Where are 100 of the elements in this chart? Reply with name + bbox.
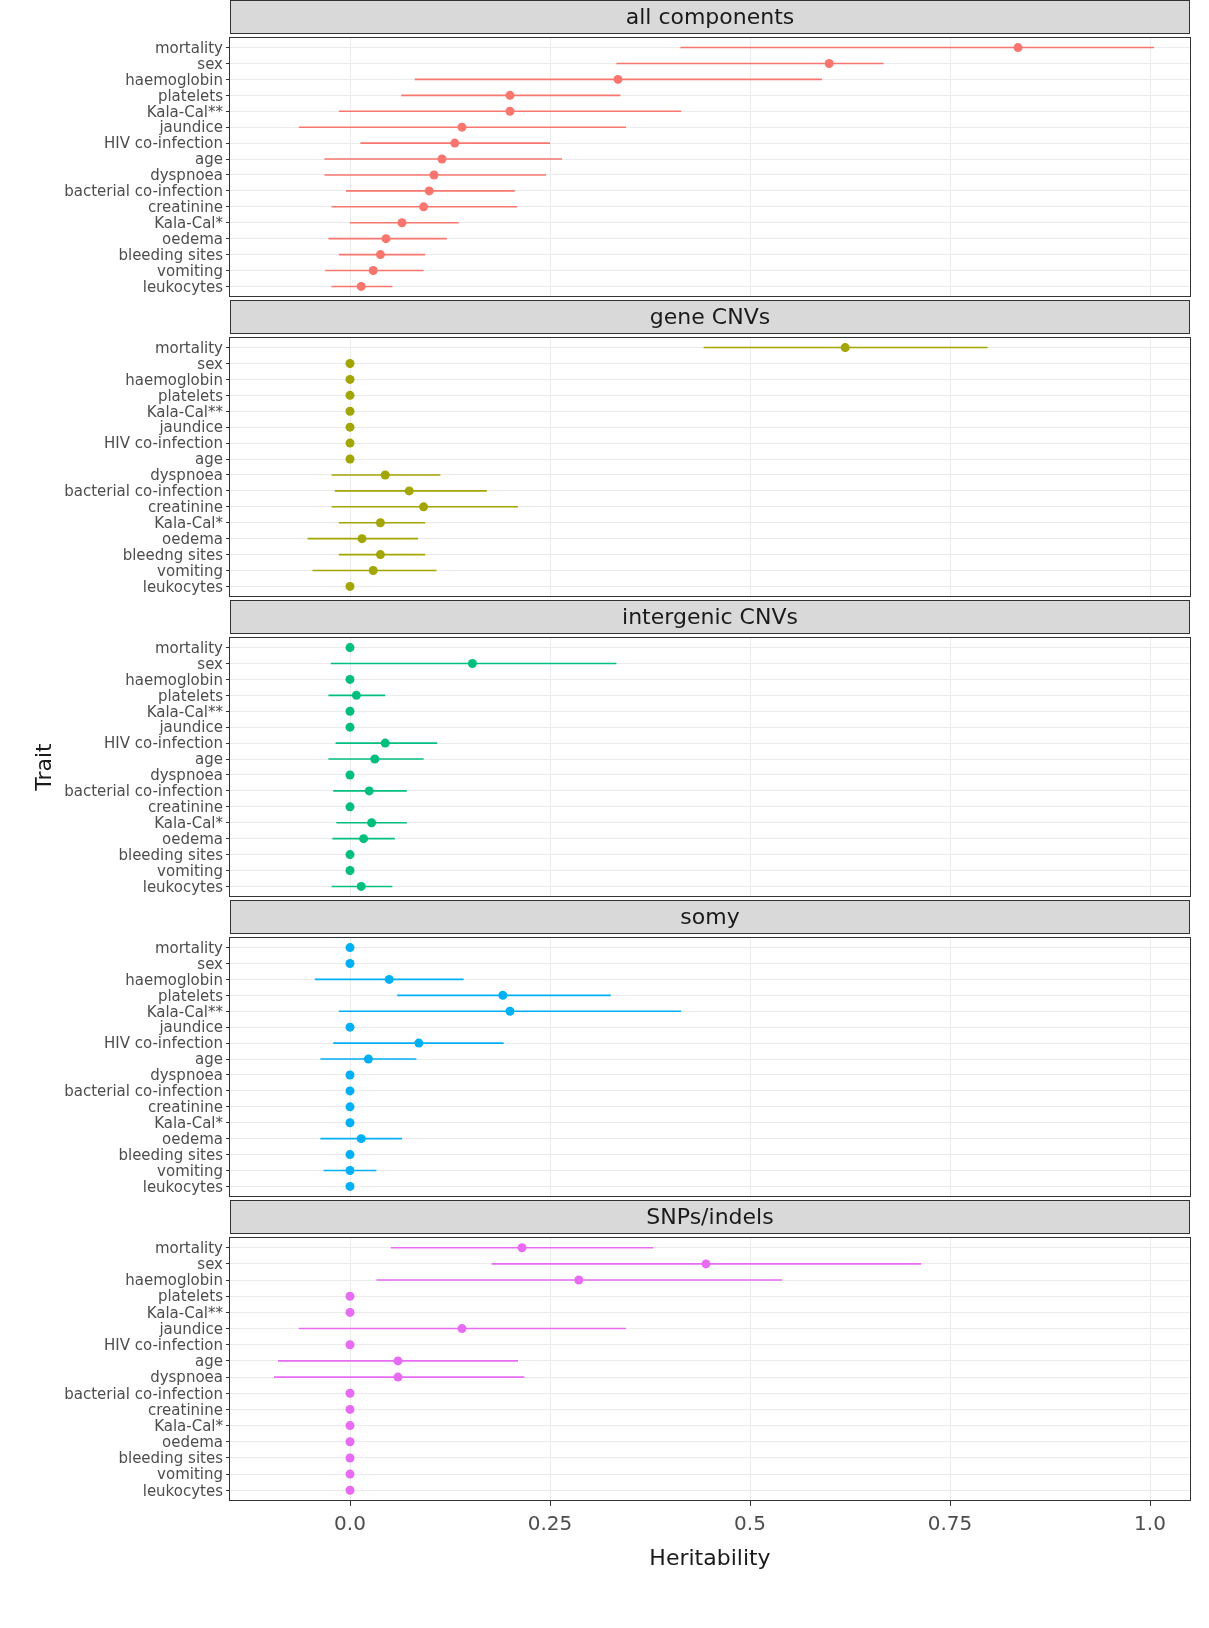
point xyxy=(380,470,390,480)
point xyxy=(345,374,355,384)
point xyxy=(375,550,385,560)
chart-title: gene CNVs xyxy=(230,300,1190,334)
point xyxy=(345,1340,355,1350)
point xyxy=(357,534,367,544)
point xyxy=(345,674,355,684)
point xyxy=(345,722,355,732)
y-tick-label: age xyxy=(195,450,223,469)
y-tick-label: dyspnoea xyxy=(150,1368,223,1387)
point xyxy=(356,1134,366,1144)
y-tick-label: bleeding sites xyxy=(118,245,224,264)
y-tick-label: bleedng sites xyxy=(122,545,224,564)
y-tick-label: HIV co-infection xyxy=(103,134,223,153)
point xyxy=(505,106,515,116)
point xyxy=(345,406,355,416)
y-tick-label: sex xyxy=(197,1255,224,1274)
point xyxy=(345,1181,355,1191)
point xyxy=(345,1485,355,1495)
y-tick-label: oedema xyxy=(162,829,223,848)
point xyxy=(345,438,355,448)
point xyxy=(345,1307,355,1317)
point xyxy=(345,1150,355,1160)
chart-title: all components xyxy=(230,0,1190,34)
point xyxy=(356,281,366,291)
point xyxy=(1013,43,1023,53)
point xyxy=(345,1291,355,1301)
chart-title: SNPs/indels xyxy=(230,1200,1190,1234)
point xyxy=(345,1022,355,1032)
y-tick-label: age xyxy=(195,150,223,169)
point xyxy=(498,990,508,1000)
point xyxy=(345,1102,355,1112)
point xyxy=(345,866,355,876)
point xyxy=(375,250,385,260)
point xyxy=(393,1372,403,1382)
point xyxy=(345,1086,355,1096)
y-tick-label: bacterial co-infection xyxy=(64,1082,223,1101)
point xyxy=(517,1243,527,1253)
y-tick-label: platelets xyxy=(157,1287,224,1306)
y-tick-label: mortality xyxy=(154,938,224,957)
point xyxy=(356,881,366,891)
y-tick-label: Kala-Cal** xyxy=(146,1303,224,1322)
y-tick-label: haemoglobin xyxy=(125,370,223,389)
point xyxy=(368,566,378,576)
y-tick-label: oedema xyxy=(162,529,223,548)
x-axis-title: Heritability xyxy=(649,1545,771,1570)
x-tick-label: 0.75 xyxy=(927,1511,973,1535)
point xyxy=(840,343,850,353)
y-tick-label: bacterial co-infection xyxy=(64,782,223,801)
y-tick-label: age xyxy=(195,750,223,769)
y-tick-label: bleeding sites xyxy=(118,1145,224,1164)
point xyxy=(345,1437,355,1447)
x-tick-label: 1.0 xyxy=(1134,1511,1166,1535)
point xyxy=(345,581,355,591)
point xyxy=(424,186,434,196)
y-tick-label: Kala-Cal* xyxy=(154,1416,224,1435)
y-tick-label: jaundice xyxy=(158,418,223,437)
y-tick-label: dyspnoea xyxy=(150,1066,223,1085)
x-tick-label: 0.25 xyxy=(527,1511,573,1535)
y-tick-label: haemoglobin xyxy=(125,1271,223,1290)
y-tick-label: haemoglobin xyxy=(125,70,223,89)
point xyxy=(345,1388,355,1398)
y-tick-label: bacterial co-infection xyxy=(64,482,223,501)
point xyxy=(345,1070,355,1080)
y-axis-title: Trait xyxy=(30,742,56,792)
point xyxy=(381,234,391,244)
point xyxy=(345,390,355,400)
point xyxy=(450,138,460,148)
point xyxy=(345,643,355,653)
point xyxy=(370,754,380,764)
y-tick-label: HIV co-infection xyxy=(103,434,223,453)
point xyxy=(419,202,429,212)
point xyxy=(364,786,374,796)
y-tick-label: dyspnoea xyxy=(150,466,223,485)
point xyxy=(345,802,355,812)
y-tick-label: oedema xyxy=(162,1129,223,1148)
y-tick-label: oedema xyxy=(162,1433,223,1452)
y-tick-label: mortality xyxy=(154,338,224,357)
y-tick-label: mortality xyxy=(154,38,224,57)
y-tick-label: bleeding sites xyxy=(118,845,224,864)
y-tick-label: creatinine xyxy=(148,1400,223,1419)
point xyxy=(345,958,355,968)
point xyxy=(404,486,414,496)
x-tick-label: 0.0 xyxy=(334,1511,366,1535)
point xyxy=(345,1421,355,1431)
y-tick-label: vomiting xyxy=(157,1465,223,1484)
point xyxy=(505,90,515,100)
point xyxy=(457,1324,467,1334)
point xyxy=(574,1275,584,1285)
point xyxy=(505,1006,515,1016)
y-tick-label: bacterial co-infection xyxy=(64,1384,223,1403)
point xyxy=(363,1054,373,1064)
x-tick-label: 0.5 xyxy=(734,1511,766,1535)
chart-title: intergenic CNVs xyxy=(230,600,1190,634)
y-tick-label: mortality xyxy=(154,638,224,657)
point xyxy=(345,1166,355,1176)
point xyxy=(359,834,369,844)
point xyxy=(414,1038,424,1048)
y-tick-label: jaundice xyxy=(158,1018,223,1037)
point xyxy=(437,154,447,164)
